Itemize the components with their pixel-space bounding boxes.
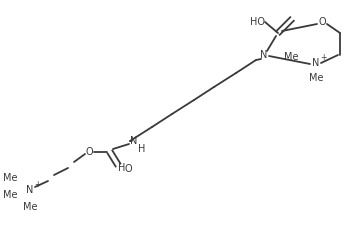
Text: O: O: [85, 147, 93, 157]
Text: Me: Me: [309, 73, 323, 83]
Text: O: O: [318, 17, 326, 27]
Text: N: N: [26, 185, 34, 195]
Text: Me: Me: [23, 202, 37, 212]
Text: N: N: [312, 58, 320, 68]
Text: N: N: [130, 136, 138, 146]
Text: +: +: [320, 52, 326, 61]
Text: H: H: [138, 144, 146, 154]
Text: Me: Me: [3, 173, 17, 183]
Text: N: N: [260, 50, 268, 60]
Text: +: +: [34, 180, 40, 189]
Text: H: H: [118, 163, 126, 173]
Text: Me: Me: [3, 190, 17, 200]
Text: HO: HO: [251, 17, 265, 27]
Text: O: O: [124, 164, 132, 174]
Text: Me: Me: [284, 52, 298, 62]
